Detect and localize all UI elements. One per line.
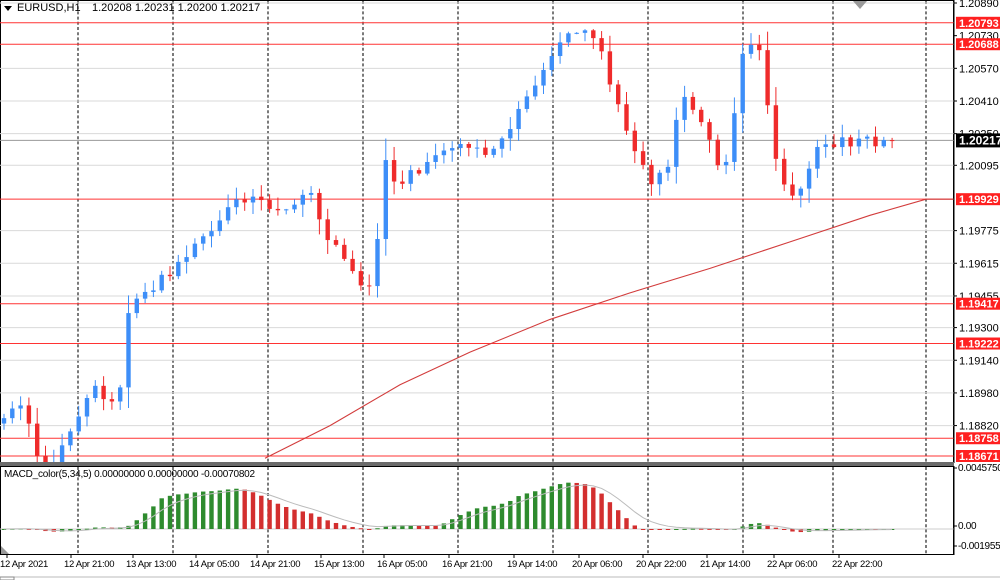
svg-text:1.20095: 1.20095 <box>959 160 999 172</box>
svg-text:0.00: 0.00 <box>958 521 977 532</box>
svg-text:1.19300: 1.19300 <box>959 323 999 335</box>
svg-text:1.20217: 1.20217 <box>959 133 1000 147</box>
svg-text:13 Apr 13:00: 13 Apr 13:00 <box>126 559 176 570</box>
svg-text:0.0045750: 0.0045750 <box>958 463 1000 474</box>
svg-text:12 Apr 2021: 12 Apr 2021 <box>0 559 48 570</box>
svg-text:16 Apr 05:00: 16 Apr 05:00 <box>377 559 427 570</box>
svg-text:1.18980: 1.18980 <box>959 388 999 400</box>
svg-text:22 Apr 22:00: 22 Apr 22:00 <box>832 559 882 570</box>
svg-text:1.19929: 1.19929 <box>959 194 999 206</box>
svg-text:22 Apr 06:00: 22 Apr 06:00 <box>767 559 817 570</box>
svg-text:1.20688: 1.20688 <box>959 39 999 51</box>
svg-text:20 Apr 22:00: 20 Apr 22:00 <box>636 559 686 570</box>
svg-text:1.19615: 1.19615 <box>959 258 999 270</box>
svg-text:1.19775: 1.19775 <box>959 226 999 238</box>
svg-text:14 Apr 05:00: 14 Apr 05:00 <box>189 559 239 570</box>
svg-text:15 Apr 13:00: 15 Apr 13:00 <box>314 559 364 570</box>
svg-text:1.20410: 1.20410 <box>959 96 999 108</box>
svg-text:19 Apr 14:00: 19 Apr 14:00 <box>507 559 557 570</box>
svg-text:EURUSD,H1: EURUSD,H1 <box>17 2 81 14</box>
svg-text:1.18758: 1.18758 <box>959 433 999 445</box>
svg-text:MACD_color(5,34,5) 0.00000000: MACD_color(5,34,5) 0.00000000 0.00000000… <box>4 469 256 480</box>
svg-text:1.20793: 1.20793 <box>959 18 999 30</box>
svg-text:12 Apr 21:00: 12 Apr 21:00 <box>64 559 114 570</box>
svg-text:21 Apr 14:00: 21 Apr 14:00 <box>700 559 750 570</box>
svg-text:1.19222: 1.19222 <box>959 339 999 351</box>
svg-text:1.18820: 1.18820 <box>959 421 999 433</box>
svg-text:1.19140: 1.19140 <box>959 355 999 367</box>
svg-text:1.19417: 1.19417 <box>959 299 999 311</box>
svg-text:1.20890: 1.20890 <box>959 0 999 10</box>
svg-text:-0.001955: -0.001955 <box>958 541 1000 552</box>
svg-text:16 Apr 21:00: 16 Apr 21:00 <box>442 559 492 570</box>
svg-text:1.20208 1.20231 1.20200 1.2: 1.20208 1.20231 1.20200 1.20217 <box>92 2 260 14</box>
svg-text:20 Apr 06:00: 20 Apr 06:00 <box>572 559 622 570</box>
svg-text:1.20570: 1.20570 <box>959 63 999 75</box>
svg-text:1.18671: 1.18671 <box>959 451 999 463</box>
svg-text:14 Apr 21:00: 14 Apr 21:00 <box>250 559 300 570</box>
